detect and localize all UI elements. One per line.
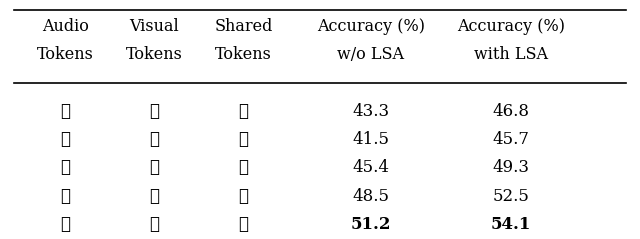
Text: 45.7: 45.7 [493,131,530,148]
Text: Tokens: Tokens [36,46,93,63]
Text: ✗: ✗ [149,159,159,176]
Text: ✗: ✗ [239,131,248,148]
Text: ✗: ✗ [60,131,70,148]
Text: ✗: ✗ [60,159,70,176]
Text: ✗: ✗ [239,188,248,205]
Text: Shared: Shared [214,18,273,35]
Text: 51.2: 51.2 [351,216,391,233]
Text: Accuracy (%): Accuracy (%) [457,18,565,35]
Text: ✓: ✓ [60,188,70,205]
Text: Visual: Visual [129,18,179,35]
Text: with LSA: with LSA [474,46,548,63]
Text: Tokens: Tokens [126,46,183,63]
Text: ✗: ✗ [239,103,248,120]
Text: ✓: ✓ [149,216,159,233]
Text: ✓: ✓ [239,159,248,176]
Text: ✓: ✓ [60,216,70,233]
Text: 43.3: 43.3 [353,103,390,120]
Text: ✗: ✗ [149,103,159,120]
Text: ✓: ✓ [239,216,248,233]
Text: Accuracy (%): Accuracy (%) [317,18,425,35]
Text: ✓: ✓ [149,131,159,148]
Text: 41.5: 41.5 [353,131,390,148]
Text: 49.3: 49.3 [493,159,530,176]
Text: Tokens: Tokens [215,46,272,63]
Text: ✓: ✓ [149,188,159,205]
Text: Audio: Audio [42,18,88,35]
Text: w/o LSA: w/o LSA [337,46,404,63]
Text: 45.4: 45.4 [353,159,390,176]
Text: ✓: ✓ [60,103,70,120]
Text: 48.5: 48.5 [353,188,390,205]
Text: 52.5: 52.5 [493,188,530,205]
Text: 46.8: 46.8 [493,103,530,120]
Text: 54.1: 54.1 [491,216,531,233]
